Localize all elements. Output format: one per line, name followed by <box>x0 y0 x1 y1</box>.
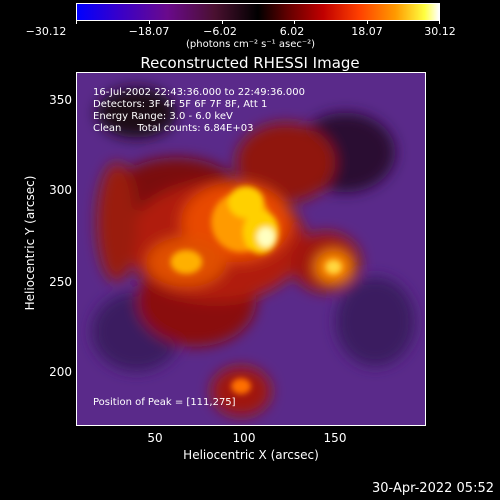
colorbar <box>76 3 440 21</box>
clean-counts-text: Clean Total counts: 6.84E+03 <box>93 123 254 134</box>
detectors-text: Detectors: 3F 4F 5F 6F 7F 8F, Att 1 <box>93 99 268 110</box>
colorbar-tick-mark <box>149 20 150 24</box>
x-axis-label: Heliocentric X (arcsec) <box>183 448 319 462</box>
colorbar-tick-label: −6.02 <box>203 25 237 38</box>
time-range-text: 16-Jul-2002 22:43:36.000 to 22:49:36.000 <box>93 87 305 98</box>
colorbar-tick-mark <box>439 20 440 24</box>
image-title: Reconstructed RHESSI Image <box>140 54 360 72</box>
y-tick-label: 300 <box>49 183 72 197</box>
colorbar-tick-label: −18.07 <box>128 25 170 38</box>
colorbar-tick-mark <box>76 20 77 24</box>
timestamp: 30-Apr-2022 05:52 <box>372 481 494 496</box>
colorbar-tick-mark <box>222 20 223 24</box>
x-tick-label: 100 <box>232 431 256 445</box>
colorbar-tick-mark <box>294 20 295 24</box>
y-tick-label: 200 <box>49 365 72 379</box>
y-tick-label: 350 <box>49 93 72 107</box>
peak-position-text: Position of Peak = [111,275] <box>93 397 236 408</box>
y-tick-label: 250 <box>49 275 72 289</box>
y-axis-label: Heliocentric Y (arcsec) <box>23 175 37 311</box>
x-tick-label: 150 <box>323 431 347 445</box>
x-tick-label: 50 <box>147 431 163 445</box>
image-plot: 16-Jul-2002 22:43:36.000 to 22:49:36.000… <box>76 72 426 426</box>
colorbar-tick-label: 6.02 <box>279 25 305 38</box>
colorbar-tick-mark <box>367 20 368 24</box>
colorbar-tick-label: 30.12 <box>424 25 456 38</box>
colorbar-unit: (photons cm⁻² s⁻¹ asec⁻²) <box>186 39 316 50</box>
energy-range-text: Energy Range: 3.0 - 6.0 keV <box>93 111 233 122</box>
colorbar-tick-label: 18.07 <box>351 25 383 38</box>
rhessi-map <box>77 73 425 425</box>
colorbar-tick-label: −30.12 <box>25 25 67 38</box>
